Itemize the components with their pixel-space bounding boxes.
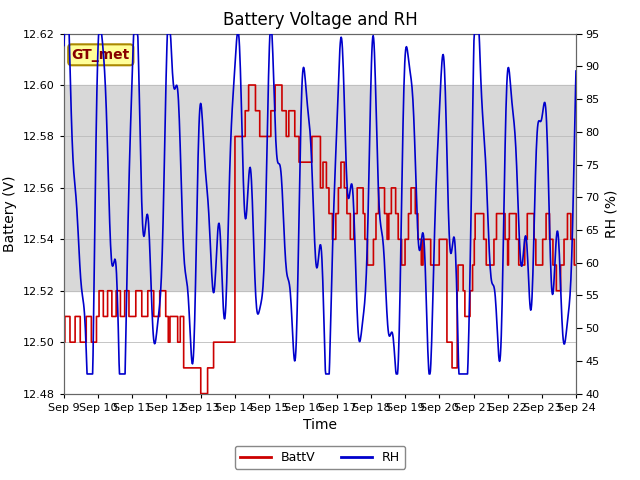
Text: GT_met: GT_met bbox=[72, 48, 130, 62]
Y-axis label: Battery (V): Battery (V) bbox=[3, 175, 17, 252]
Bar bbox=[64, 85, 576, 291]
Title: Battery Voltage and RH: Battery Voltage and RH bbox=[223, 11, 417, 29]
X-axis label: Time: Time bbox=[303, 418, 337, 432]
Y-axis label: RH (%): RH (%) bbox=[605, 190, 619, 238]
Legend: BattV, RH: BattV, RH bbox=[235, 446, 405, 469]
